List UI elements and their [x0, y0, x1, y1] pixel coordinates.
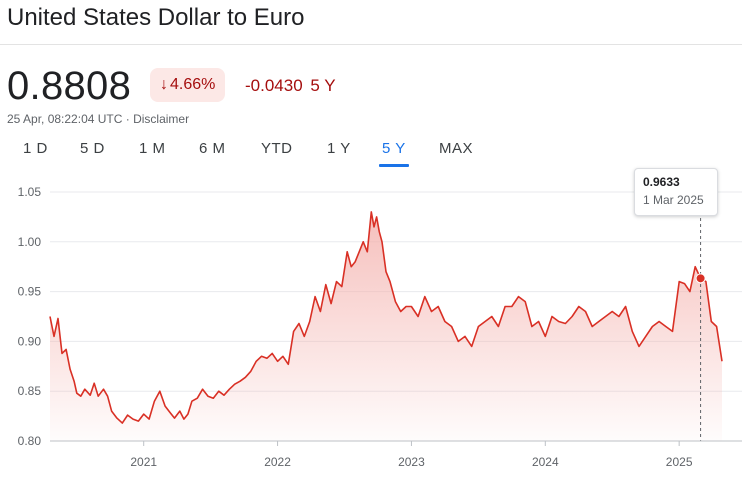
tooltip-date: 1 Mar 2025 — [643, 193, 704, 207]
quote-timestamp: 25 Apr, 08:22:04 UTC — [7, 112, 123, 126]
range-tab-1m[interactable]: 1 M — [139, 140, 166, 157]
series-area — [50, 211, 722, 441]
disclaimer-link[interactable]: Disclaimer — [133, 112, 190, 126]
y-tick-label: 0.80 — [18, 434, 42, 448]
page-title: United States Dollar to Euro — [7, 4, 305, 31]
highlight-point — [695, 273, 706, 284]
range-tab-5y[interactable]: 5 Y — [379, 140, 409, 167]
x-tick-label: 2022 — [264, 455, 291, 469]
y-tick-label: 0.90 — [18, 334, 42, 348]
current-rate: 0.8808 — [7, 64, 132, 108]
range-tab-1y[interactable]: 1 Y — [327, 140, 351, 157]
y-tick-label: 0.95 — [18, 285, 42, 299]
change-absolute: -0.0430 5 Y — [245, 76, 336, 96]
x-tick-label: 2021 — [130, 455, 157, 469]
range-tab-max[interactable]: MAX — [439, 140, 474, 157]
arrow-down-icon: ↓ — [160, 76, 168, 93]
change-absolute-value: -0.0430 — [245, 76, 303, 95]
x-tick-label: 2025 — [666, 455, 693, 469]
change-period: 5 Y — [310, 76, 336, 95]
y-tick-label: 0.85 — [18, 384, 42, 398]
rate-chart[interactable]: 2021 2022 2023 2024 2025 1.05 1.00 0.95 0.90 0.8… — [0, 168, 742, 491]
change-percent-value: 4.66% — [170, 76, 216, 93]
x-tick-label: 2023 — [398, 455, 425, 469]
range-tab-5d[interactable]: 5 D — [80, 140, 105, 157]
range-tab-1d[interactable]: 1 D — [23, 140, 48, 157]
chart-tooltip: 0.9633 1 Mar 2025 — [634, 168, 718, 216]
series-line — [49, 211, 723, 424]
quote-meta: 25 Apr, 08:22:04 UTC · Disclaimer — [7, 112, 189, 126]
change-percent-badge: ↓ 4.66% — [150, 68, 226, 102]
x-tick-label: 2024 — [532, 455, 559, 469]
meta-separator: · — [122, 112, 134, 126]
range-tab-ytd[interactable]: YTD — [261, 140, 293, 157]
y-tick-label: 1.00 — [18, 235, 42, 249]
tooltip-value: 0.9633 — [643, 175, 680, 189]
range-tab-6m[interactable]: 6 M — [199, 140, 226, 157]
y-tick-label: 1.05 — [18, 185, 42, 199]
title-divider — [0, 44, 742, 45]
